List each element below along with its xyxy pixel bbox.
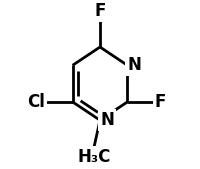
Text: Cl: Cl [27, 93, 45, 111]
Text: F: F [155, 93, 166, 111]
Text: F: F [94, 2, 106, 20]
Text: N: N [100, 111, 114, 129]
Text: N: N [127, 56, 141, 74]
Text: H₃C: H₃C [77, 148, 111, 166]
